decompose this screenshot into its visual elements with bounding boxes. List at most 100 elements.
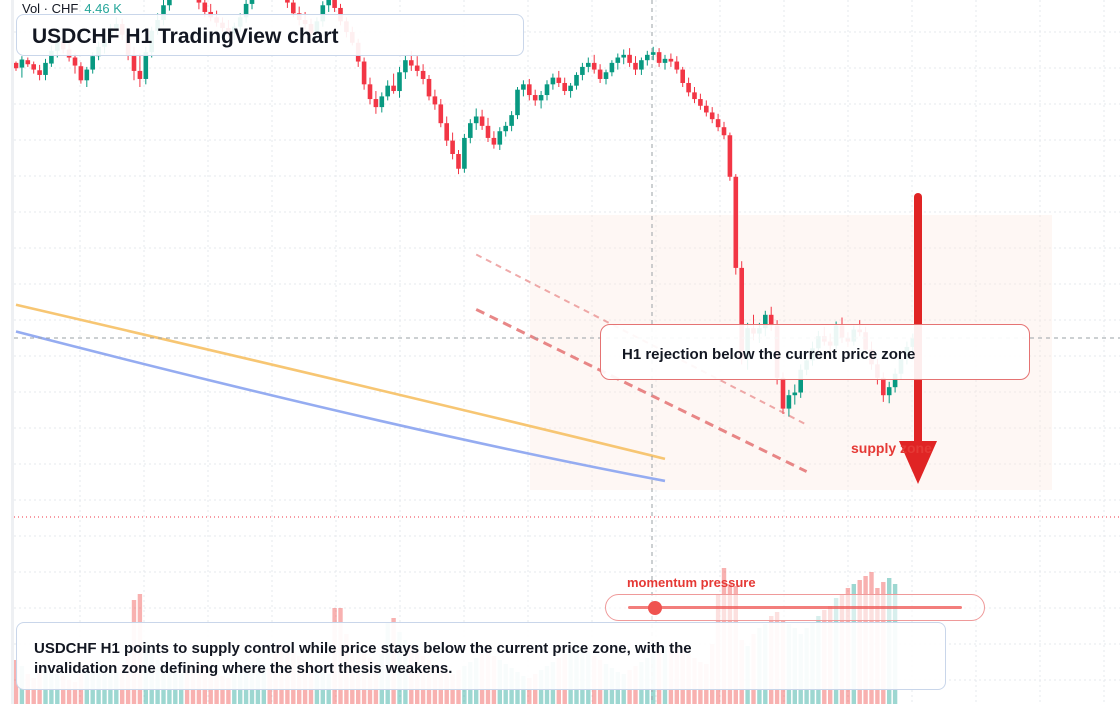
candle-body	[639, 60, 644, 70]
candle-body	[361, 61, 367, 85]
candle-body	[798, 369, 803, 393]
momentum-slider[interactable]	[605, 594, 985, 621]
candle-body	[792, 392, 798, 396]
candle-body	[137, 70, 143, 79]
candle-body	[698, 99, 703, 106]
left-price-scale	[11, 0, 14, 704]
rejection-callout: H1 rejection below the current price zon…	[600, 324, 1030, 380]
candle-body	[468, 123, 473, 138]
candle-body	[479, 116, 485, 126]
candle-body	[491, 137, 497, 145]
volume-bar	[220, 676, 225, 704]
candle-body	[49, 50, 54, 64]
candle-body	[586, 62, 591, 67]
candle-body	[131, 54, 137, 71]
candle-body	[90, 56, 95, 70]
volume-bar	[66, 680, 72, 704]
candle-body	[674, 61, 680, 70]
candle-body	[568, 85, 573, 92]
candle-body	[650, 52, 656, 55]
volume-bar	[226, 678, 231, 704]
candle-body	[249, 0, 255, 4]
descending-channel	[475, 253, 808, 473]
volume-prefix: Vol · CHF	[22, 1, 79, 16]
candle-body	[668, 58, 674, 62]
candle-body	[656, 52, 662, 63]
candle-body	[591, 62, 597, 70]
candle-body	[780, 377, 786, 409]
candle-body	[72, 57, 78, 66]
candle-body	[515, 89, 520, 116]
candle-body	[680, 69, 685, 83]
candle-body	[763, 314, 768, 329]
candle-body	[615, 57, 621, 63]
candle-body	[31, 64, 36, 70]
candle-body	[892, 373, 898, 388]
candle-body	[609, 62, 615, 73]
candle-body	[291, 2, 296, 14]
candle-body	[243, 3, 249, 18]
arrow-head	[899, 441, 937, 484]
rejection-callout-text: H1 rejection below the current price zon…	[622, 346, 916, 363]
summary-box: USDCHF H1 points to supply control while…	[16, 622, 946, 690]
candle-body	[379, 96, 385, 108]
candle-body	[538, 95, 544, 101]
candle-body	[886, 387, 892, 396]
candle-body	[662, 58, 668, 63]
candle-body	[167, 0, 172, 6]
candle-body	[709, 112, 715, 120]
candle-body	[450, 140, 455, 154]
candle-body	[550, 77, 556, 85]
candle-body	[25, 60, 31, 65]
candle-body	[432, 96, 438, 105]
candle-body	[143, 52, 149, 79]
momentum-knob[interactable]	[647, 601, 662, 615]
candle-body	[202, 2, 208, 12]
candle-body	[715, 119, 721, 128]
candle-body	[503, 125, 508, 132]
down-arrow-icon	[899, 193, 937, 484]
chart-title: USDCHF H1 TradingView chart	[32, 25, 339, 48]
volume-bar	[72, 682, 78, 704]
candle-body	[43, 62, 48, 75]
candle-body	[645, 54, 650, 61]
candle-body	[385, 85, 390, 97]
candle-body	[532, 95, 538, 101]
candle-body	[621, 54, 626, 58]
candle-body	[409, 60, 414, 66]
candle-body	[438, 104, 444, 124]
candle-body	[721, 127, 727, 136]
volume-value: 4.46 K	[84, 1, 122, 16]
candle-body	[13, 62, 19, 69]
candle-body	[285, 0, 290, 3]
candle-body	[320, 5, 326, 22]
candle-body	[692, 92, 697, 100]
candle-body	[444, 123, 449, 141]
candle-body	[391, 85, 396, 92]
candle-body	[403, 60, 408, 73]
candle-body	[733, 176, 739, 268]
candle-body	[727, 135, 733, 177]
channel-upper-line	[475, 253, 808, 426]
channel-lower-line	[475, 308, 808, 473]
candle-body	[527, 84, 532, 96]
volume-legend: Vol · CHF 4.46 K	[22, 1, 122, 16]
moving-averages	[15, 303, 666, 483]
candle-body	[161, 5, 166, 20]
candle-body	[462, 137, 467, 169]
ma-slow-line	[15, 330, 666, 483]
candle-body	[544, 84, 550, 96]
ma-fast-line	[15, 303, 666, 461]
summary-text: USDCHF H1 points to supply control while…	[34, 640, 692, 677]
candle-body	[562, 82, 567, 92]
candle-body	[19, 59, 25, 68]
candle-body	[704, 105, 709, 113]
candle-body	[326, 0, 331, 6]
candle-body	[37, 70, 42, 75]
candle-body	[739, 267, 744, 358]
candle-body	[367, 84, 373, 100]
candle-body	[521, 84, 526, 90]
candle-body	[414, 65, 420, 71]
candle-body	[633, 62, 638, 70]
volume-bar	[31, 678, 36, 704]
